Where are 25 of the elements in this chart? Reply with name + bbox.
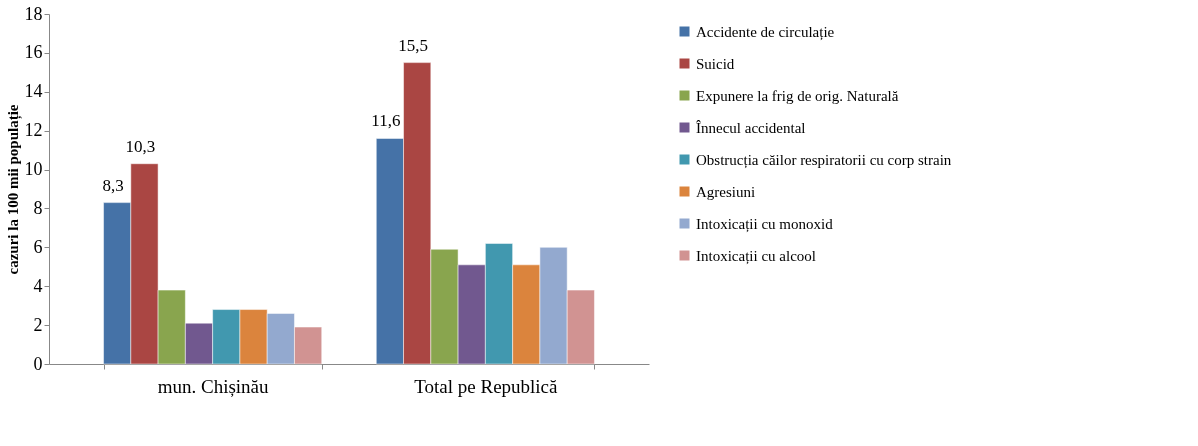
y-tick-label: 6	[33, 236, 43, 257]
y-tick-label: 4	[33, 275, 43, 296]
y-tick-label: 10	[24, 159, 43, 180]
x-tick-label: mun. Chișinău	[157, 375, 270, 397]
data-label: 11,6	[371, 111, 401, 131]
legend-label: Intoxicații cu alcool	[696, 247, 816, 265]
y-tick-label: 18	[24, 3, 43, 24]
y-tick-label: 0	[33, 353, 43, 374]
legend-label: Accidente de circulație	[696, 23, 835, 41]
legend-label: Obstrucția căilor respiratorii cu corp strain	[696, 151, 952, 169]
legend-label: Suicid	[696, 55, 735, 72]
y-tick-label: 12	[24, 120, 43, 141]
y-tick-label: 2	[33, 314, 43, 335]
legend-label: Agresiuni	[696, 183, 756, 200]
legend-label: Expunere la frig de orig. Naturală	[696, 87, 899, 104]
legend-label: Înnecul accidental	[696, 119, 806, 136]
y-tick-label: 8	[33, 197, 43, 218]
data-label: 8,3	[102, 175, 124, 195]
y-tick-label: 16	[24, 42, 43, 63]
y-axis-title: cazuri la 100 mii populație	[4, 104, 22, 275]
x-tick-label: Total pe Republică	[414, 375, 559, 397]
y-tick-label: 14	[24, 81, 43, 102]
data-label: 15,5	[398, 35, 429, 55]
legend-label: Intoxicații cu monoxid	[696, 215, 834, 233]
data-label: 10,3	[125, 136, 156, 156]
